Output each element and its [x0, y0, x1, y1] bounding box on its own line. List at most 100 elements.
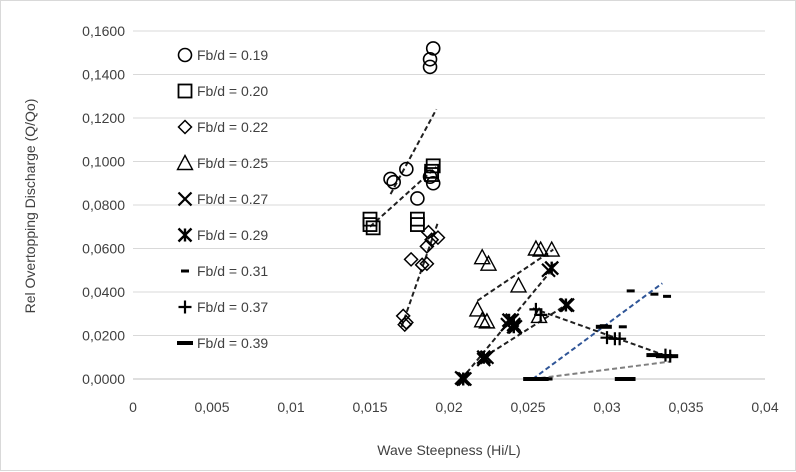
data-point-bar: [662, 354, 679, 359]
x-tick-label: 0,015: [352, 399, 387, 415]
data-point-diamond: [420, 224, 437, 240]
data-point-triangle: [531, 240, 550, 257]
legend-label: Fb/d = 0.39: [197, 335, 268, 351]
data-point-square: [409, 217, 425, 232]
x-tick-label: 0,02: [435, 399, 462, 415]
x-axis-title: Wave Steepness (Hi/L): [377, 442, 520, 458]
data-point-square: [424, 167, 440, 182]
data-point-bar: [619, 377, 636, 381]
data-point-dash: [618, 325, 627, 329]
x-legend-icon: [177, 191, 193, 207]
data-point-square: [409, 211, 425, 227]
data-point-bar: [523, 377, 540, 381]
bar-legend-icon: [177, 341, 193, 345]
legend-label: Fb/d = 0.27: [197, 191, 268, 207]
data-point-asterisk: [455, 371, 471, 387]
x-tick-label: 0,005: [194, 399, 229, 415]
data-point-triangle: [468, 300, 487, 317]
legend-item: Fb/d = 0.37: [178, 299, 268, 315]
trend-line-7: [532, 307, 671, 359]
data-point-diamond: [403, 251, 419, 267]
data-points: [362, 41, 679, 387]
square-legend-icon: [177, 83, 193, 99]
data-point-diamond: [398, 314, 414, 331]
data-point-circle: [410, 191, 425, 206]
dash-legend-icon: [181, 269, 189, 273]
legend-item: Fb/d = 0.19: [177, 47, 268, 63]
y-tick-label: 0,0400: [82, 284, 125, 300]
data-point-asterisk: [506, 319, 522, 335]
legend-label: Fb/d = 0.25: [197, 155, 268, 171]
trend-lines: [369, 108, 671, 380]
data-point-circle: [422, 51, 438, 67]
y-axis-title: Rel Overtopping Discharge (Q/Qo): [22, 99, 38, 314]
legend-item: Fb/d = 0.20: [177, 83, 268, 99]
data-point-circle: [422, 59, 438, 75]
data-point-dash: [650, 292, 659, 296]
data-point-bar: [595, 324, 612, 329]
y-tick-label: 0,1600: [82, 23, 125, 39]
gridlines: [133, 30, 765, 336]
legend-item: Fb/d = 0.27: [177, 191, 268, 207]
x-tick-label: 0: [129, 399, 137, 415]
trend-line-2: [400, 222, 439, 328]
data-point-dash: [626, 289, 635, 293]
data-point-circle: [399, 161, 414, 177]
legend-item: Fb/d = 0.25: [176, 154, 268, 171]
circle-legend-icon: [177, 47, 193, 63]
data-point-plus: [613, 332, 627, 346]
legend-label: Fb/d = 0.31: [197, 263, 268, 279]
data-point-square: [425, 158, 441, 174]
data-point-triangle: [478, 312, 496, 329]
legend-item: Fb/d = 0.29: [177, 227, 268, 243]
trend-line-1: [369, 166, 438, 228]
legend-item: Fb/d = 0.22: [177, 119, 268, 135]
data-point-diamond: [419, 256, 435, 272]
diamond-legend-icon: [177, 119, 193, 135]
data-point-circle: [425, 41, 441, 56]
data-point-square: [362, 211, 378, 227]
legend-label: Fb/d = 0.37: [197, 299, 268, 315]
x-tick-label: 0,04: [751, 399, 778, 415]
data-point-triangle: [543, 240, 561, 257]
data-point-circle: [425, 175, 441, 191]
data-point-dash: [663, 294, 672, 298]
data-point-triangle: [473, 248, 491, 265]
data-point-asterisk: [476, 349, 492, 365]
data-point-square: [365, 220, 381, 236]
trend-line-8: [532, 360, 671, 380]
data-point-asterisk: [558, 297, 574, 313]
data-point-circle: [383, 171, 398, 187]
y-tick-label: 0,1000: [82, 154, 125, 170]
data-point-triangle: [473, 311, 491, 328]
y-tick-labels: 0,0000 0,0200 0,0400 0,0600 0,0800 0,1000 0,12…: [82, 23, 125, 387]
legend-label: Fb/d = 0.19: [197, 47, 268, 63]
data-point-bar: [532, 377, 549, 381]
data-point-square: [362, 217, 378, 232]
data-point-diamond: [414, 257, 430, 273]
data-point-triangle: [479, 254, 498, 271]
x-tick-labels: 0 0,005 0,01 0,015 0,02 0,025 0,03 0,035 0,04: [129, 399, 779, 415]
triangle-legend-icon: [176, 154, 194, 171]
legend-item: Fb/d = 0.39: [177, 335, 268, 351]
x-tick-label: 0,03: [593, 399, 620, 415]
data-point-diamond: [419, 238, 435, 254]
y-tick-label: 0,0600: [82, 241, 125, 257]
y-tick-label: 0,0800: [82, 197, 125, 213]
data-point-diamond: [395, 308, 411, 324]
trend-line-3: [476, 248, 554, 302]
y-tick-label: 0,0000: [82, 371, 125, 387]
legend-label: Fb/d = 0.29: [197, 227, 268, 243]
trend-line-0: [389, 108, 438, 195]
data-point-diamond: [430, 230, 446, 246]
data-point-circle: [422, 169, 438, 185]
data-point-bar: [646, 353, 663, 358]
legend-label: Fb/d = 0.20: [197, 83, 268, 99]
data-point-triangle: [527, 239, 545, 256]
x-tick-label: 0,025: [510, 399, 545, 415]
y-tick-label: 0,1200: [82, 110, 125, 126]
y-tick-label: 0,0200: [82, 328, 125, 344]
data-point-triangle: [509, 276, 528, 293]
